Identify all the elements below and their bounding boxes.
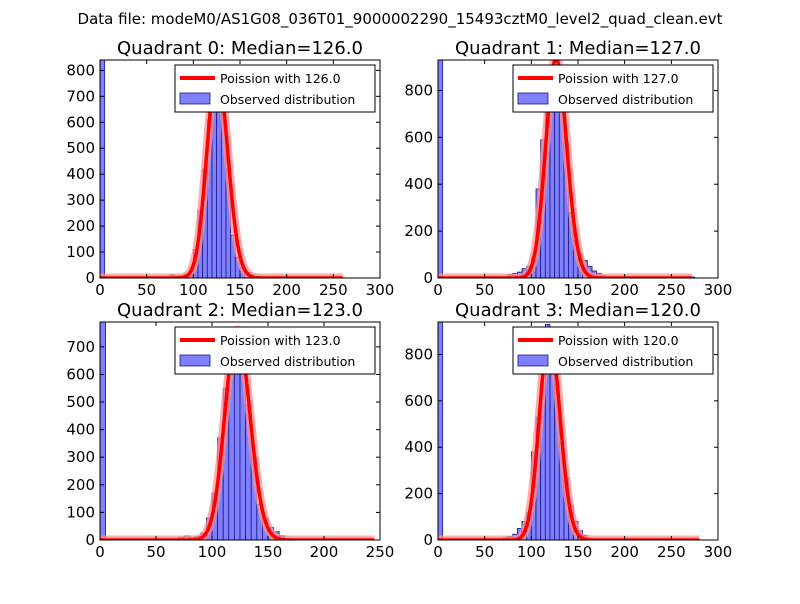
legend: Poission with 123.0 Observed distribution <box>174 326 376 375</box>
quadrant-1-title: Quadrant 1: Median=127.0 <box>455 38 701 59</box>
y-tick-label: 600 <box>404 392 433 410</box>
legend-bar-swatch <box>517 92 549 105</box>
legend-bar-swatch <box>179 354 211 367</box>
quadrant-0-panel: 0 50 100 150 200 250 300 0 100 200 300 400 500 600 700… <box>66 38 394 299</box>
x-tick-label: 0 <box>433 281 443 299</box>
legend-box <box>174 326 376 375</box>
x-tick-label: 200 <box>610 281 639 299</box>
y-tick-label: 300 <box>66 448 95 466</box>
plot-area <box>438 322 703 540</box>
histogram-bar <box>100 322 106 540</box>
y-tick-label: 100 <box>66 243 95 261</box>
legend-entry-poisson: Poission with 120.0 <box>558 333 679 348</box>
y-tick-label: 300 <box>66 191 95 209</box>
x-tick-label: 100 <box>517 281 546 299</box>
legend-entry-observed: Observed distribution <box>220 92 355 107</box>
x-tick-label: 100 <box>198 543 227 561</box>
y-tick-label: 800 <box>66 61 95 79</box>
legend-entry-poisson: Poission with 126.0 <box>220 71 341 86</box>
legend-bar-swatch <box>517 354 549 367</box>
x-tick-label: 50 <box>137 281 156 299</box>
plot-area <box>438 60 696 278</box>
x-tick-label: 50 <box>475 543 494 561</box>
y-tick-label: 600 <box>404 128 433 146</box>
x-tick-label: 150 <box>226 281 255 299</box>
x-tick-label: 50 <box>146 543 165 561</box>
x-tick-label: 250 <box>657 543 686 561</box>
x-tick-label: 150 <box>254 543 283 561</box>
x-tick-label: 200 <box>310 543 339 561</box>
y-tick-label: 400 <box>66 165 95 183</box>
quadrant-0-title: Quadrant 0: Median=126.0 <box>117 38 363 59</box>
x-tick-label: 50 <box>475 281 494 299</box>
x-tick-label: 300 <box>704 543 733 561</box>
y-tick-label: 700 <box>66 87 95 105</box>
x-tick-label: 200 <box>610 543 639 561</box>
y-tick-label: 200 <box>66 217 95 235</box>
poisson-curve <box>438 331 701 540</box>
y-tick-label: 0 <box>423 531 433 549</box>
legend: Poission with 126.0 Observed distribution <box>174 64 376 113</box>
x-tick-label: 250 <box>657 281 686 299</box>
quadrant-1-panel: 0 50 100 150 200 250 300 0 200 400 600 800 Quadrant … <box>404 38 732 299</box>
y-tick-label: 600 <box>66 113 95 131</box>
plot-frame <box>99 321 381 541</box>
x-tick-label: 250 <box>366 543 395 561</box>
y-tick-label: 200 <box>66 476 95 494</box>
y-tick-label: 600 <box>66 365 95 383</box>
x-tick-label: 0 <box>95 543 105 561</box>
poisson-curve <box>438 60 693 278</box>
y-tick-label: 500 <box>66 139 95 157</box>
figure-title: Data file: modeM0/AS1G08_036T01_90000022… <box>78 10 723 29</box>
legend: Poission with 120.0 Observed distribution <box>512 326 714 375</box>
x-tick-label: 100 <box>517 543 546 561</box>
x-tick-label: 150 <box>564 543 593 561</box>
legend: Poission with 127.0 Observed distribution <box>512 64 714 113</box>
y-tick-label: 200 <box>404 222 433 240</box>
y-tick-label: 800 <box>404 81 433 99</box>
legend-entry-observed: Observed distribution <box>220 354 355 369</box>
x-tick-label: 250 <box>319 281 348 299</box>
y-tick-label: 800 <box>404 345 433 363</box>
x-tick-label: 100 <box>179 281 208 299</box>
x-tick-label: 300 <box>704 281 733 299</box>
y-tick-label: 500 <box>66 393 95 411</box>
x-tick-label: 200 <box>272 281 301 299</box>
quadrant-2-title: Quadrant 2: Median=123.0 <box>117 300 363 321</box>
legend-entry-observed: Observed distribution <box>558 92 693 107</box>
quadrant-2-panel: 0 50 100 150 200 250 0 100 200 300 400 500 600 700 Qua… <box>66 300 394 561</box>
x-tick-label: 0 <box>95 281 105 299</box>
histogram-bar <box>438 322 444 540</box>
y-tick-label: 400 <box>66 421 95 439</box>
histogram-bar <box>438 60 444 278</box>
y-tick-label: 0 <box>85 531 95 549</box>
x-tick-label: 150 <box>564 281 593 299</box>
histogram-bar <box>100 60 106 278</box>
x-tick-label: 300 <box>366 281 395 299</box>
legend-bar-swatch <box>179 92 211 105</box>
y-tick-label: 700 <box>66 338 95 356</box>
y-tick-label: 100 <box>66 503 95 521</box>
y-tick-label: 0 <box>85 269 95 287</box>
quadrant-3-panel: 0 50 100 150 200 250 300 0 200 400 600 800 Quadrant … <box>404 300 732 561</box>
y-tick-label: 400 <box>404 438 433 456</box>
legend-entry-poisson: Poission with 127.0 <box>558 71 679 86</box>
legend-entry-observed: Observed distribution <box>558 354 693 369</box>
quadrant-3-title: Quadrant 3: Median=120.0 <box>455 300 701 321</box>
y-tick-label: 0 <box>423 269 433 287</box>
legend-entry-poisson: Poission with 123.0 <box>220 333 341 348</box>
y-tick-label: 400 <box>404 175 433 193</box>
y-tick-label: 200 <box>404 485 433 503</box>
x-tick-label: 0 <box>433 543 443 561</box>
